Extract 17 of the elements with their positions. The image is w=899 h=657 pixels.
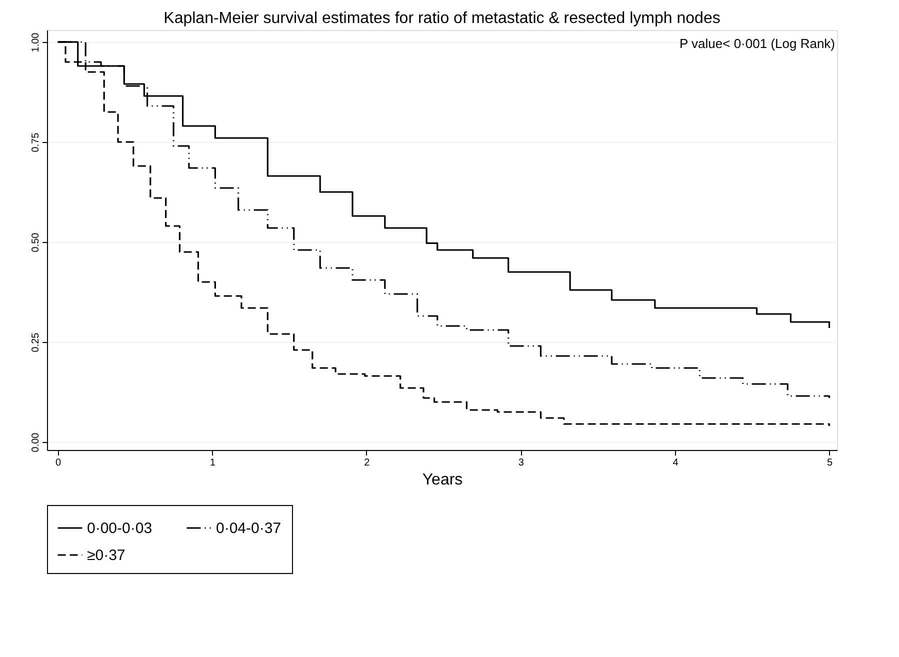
y-tick-label: 0.25 (30, 332, 42, 352)
y-tick-label: 0.00 (30, 432, 42, 452)
x-tick-label: 3 (518, 458, 524, 468)
y-tick-label: 0.50 (30, 232, 42, 252)
y-tick-label: 1.00 (30, 32, 42, 52)
y-tick-label: 0.75 (30, 132, 42, 152)
x-axis-title: Years (422, 472, 463, 488)
x-tick-label: 5 (827, 458, 834, 468)
legend-label: 0·04-0·37 (216, 520, 282, 537)
x-tick-label: 1 (210, 458, 216, 468)
annotation: P value< 0·001 (Log Rank) (680, 36, 835, 51)
x-tick-label: 2 (364, 458, 370, 468)
legend-label: 0·00-0·03 (87, 520, 152, 537)
x-tick-label: 4 (672, 458, 679, 468)
chart-title: Kaplan-Meier survival estimates for ratio of metastatic & resected lymph nodes (164, 10, 720, 27)
legend-label: ≥0·37 (87, 547, 126, 564)
x-tick-label: 0 (56, 458, 62, 468)
